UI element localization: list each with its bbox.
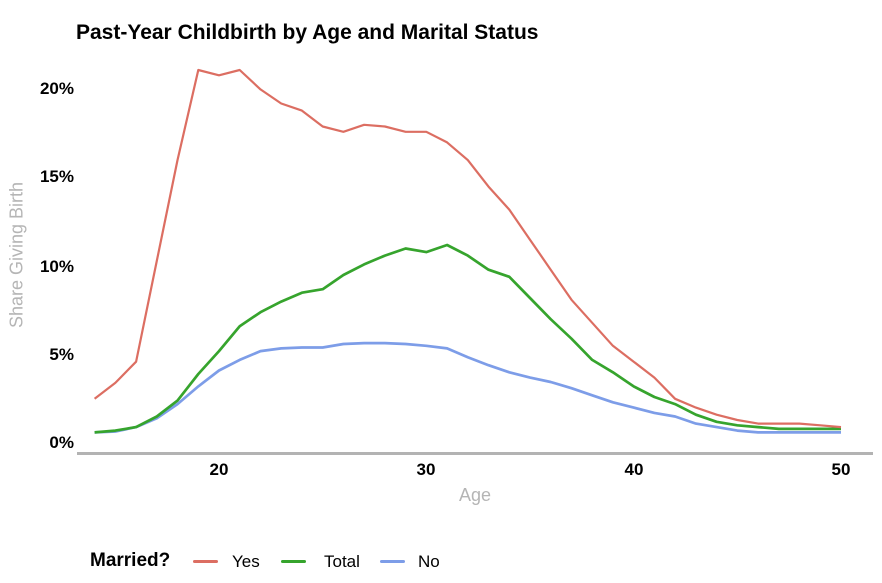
legend-line-swatch-total — [281, 560, 306, 563]
y-tick-15: 15% — [39, 167, 74, 186]
legend-line-swatch-no — [380, 560, 405, 563]
y-tick-10: 10% — [39, 257, 74, 276]
series-line-yes — [93, 68, 842, 429]
x-axis-line — [77, 452, 873, 455]
legend-title: Married? — [90, 550, 171, 571]
y-tick-20: 20% — [39, 79, 74, 98]
x-tick-20: 20 — [209, 460, 229, 479]
y-tick-5: 5% — [49, 345, 74, 364]
x-tick-40: 40 — [624, 460, 644, 479]
chart-title: Past-Year Childbirth by Age and Marital … — [76, 21, 539, 44]
legend-label-total: Total — [324, 552, 360, 571]
series-line-no — [94, 341, 841, 434]
series-line-total — [94, 243, 841, 434]
legend-label-no: No — [418, 552, 440, 571]
x-tick-30: 30 — [416, 460, 436, 479]
legend-line-swatch-yes — [193, 560, 218, 563]
legend-label-yes: Yes — [232, 552, 260, 571]
x-axis-title: Age — [458, 485, 492, 505]
y-tick-0: 0% — [49, 433, 74, 452]
x-tick-50: 50 — [831, 460, 851, 479]
